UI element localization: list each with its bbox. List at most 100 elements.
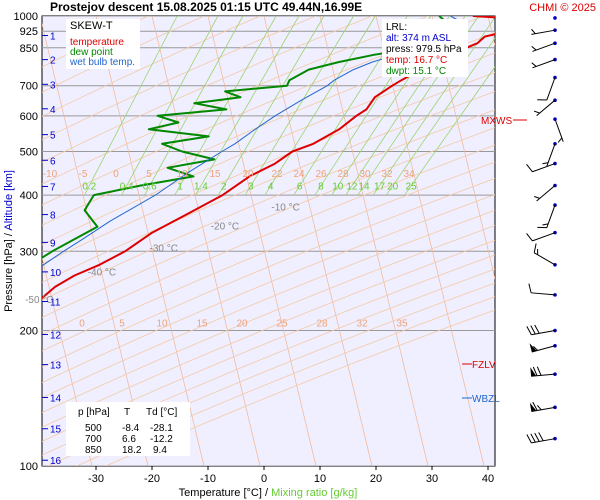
dry-adiabat-label: 20 — [242, 169, 254, 180]
pressure-tick-label: 500 — [20, 146, 38, 158]
wind-barb-feather — [530, 325, 536, 335]
altitude-tick-label: 12 — [50, 330, 62, 341]
mixing-ratio-label: 0.4 — [120, 182, 134, 193]
table-cell: 9.4 — [153, 445, 167, 456]
svg-text:Pressure [hPa] / Altitude [km]: Pressure [hPa] / Altitude [km] — [3, 170, 15, 312]
table-header-p: p [hPa] — [78, 407, 110, 418]
dry-adiabat-label: 32 — [356, 319, 368, 330]
table-cell: 6.6 — [122, 434, 136, 445]
altitude-tick-label: 4 — [50, 105, 56, 116]
legend-name: SKEW-T — [70, 20, 113, 32]
dry-adiabat-line — [42, 16, 429, 185]
wind-barb-pennant — [530, 367, 537, 377]
dry-adiabat-label: 28 — [337, 169, 349, 180]
mixing-ratio-label: 6 — [297, 182, 303, 193]
wind-barb-feather — [542, 223, 549, 226]
wind-barb-feather — [532, 366, 538, 376]
altitude-tick-label: 2 — [50, 56, 56, 67]
dry-adiabat-label: 15 — [196, 319, 208, 330]
dry-adiabat-line — [42, 16, 373, 163]
wind-barb — [542, 141, 557, 167]
dry-adiabat-line — [47, 282, 495, 466]
pressure-tick-label: 700 — [20, 81, 38, 93]
wind-barb — [553, 16, 557, 20]
dry-adiabat-line — [42, 161, 495, 352]
mixing-ratio-label: 8 — [318, 182, 324, 193]
dry-adiabat-label: 35 — [396, 319, 408, 330]
wind-barb-feather — [526, 326, 532, 335]
lrl-altitude: alt: 374 m ASL — [386, 33, 451, 44]
wind-barb — [526, 230, 557, 242]
wind-barb-station — [553, 16, 557, 20]
wind-barb — [531, 57, 557, 69]
altitude-tick-label: 14 — [50, 393, 62, 404]
wind-barb-feather — [533, 243, 537, 253]
altitude-tick-label: 8 — [50, 211, 56, 222]
wind-barb — [533, 243, 557, 267]
isotherm-line — [42, 22, 149, 466]
y-axis-title: Pressure [hPa] / Altitude [km] — [3, 170, 15, 312]
mixing-ratio-label: 20 — [387, 182, 399, 193]
dry-adiabat-label: 15 — [209, 169, 221, 180]
isotherm-line — [42, 256, 93, 466]
wind-barb-feather — [534, 196, 540, 199]
wind-barb-staff — [532, 232, 556, 242]
temperature-tick-label: 40 — [482, 473, 494, 485]
mixing-ratio-label: 0.6 — [143, 182, 157, 193]
mixing-ratio-line — [385, 37, 495, 196]
dry-adiabat-label: 26 — [315, 169, 327, 180]
wind-barb-feather — [538, 432, 544, 442]
wind-barb-feather — [531, 45, 537, 51]
wind-barb — [526, 432, 557, 444]
wind-barb — [537, 203, 557, 229]
dry-adiabat-line — [42, 144, 495, 335]
mixing-ratio-label: 4 — [268, 182, 274, 193]
wind-barb — [553, 117, 564, 143]
temperature-tick-label: 0 — [261, 473, 267, 485]
mixing-ratio-label: 25 — [406, 182, 418, 193]
dry-adiabat-label: 25 — [276, 319, 288, 330]
temperature-tick-label: -30 — [88, 473, 104, 485]
table-cell: -28.1 — [150, 423, 173, 434]
mixing-ratio-line — [144, 16, 244, 196]
dry-adiabat-line — [42, 178, 495, 368]
mixing-ratio-line — [84, 16, 178, 196]
mixing-ratio-line — [174, 16, 277, 196]
isotherm-line — [263, 16, 373, 466]
altitude-tick-label: 5 — [50, 131, 56, 142]
wind-barb-staff — [546, 77, 556, 101]
mixing-ratio-label: 12 — [346, 182, 358, 193]
mixing-ratio-label: 0.2 — [82, 182, 96, 193]
copyright-label: CHMI © 2025 — [529, 2, 596, 14]
wind-barb-feather — [530, 433, 536, 443]
wind-barb — [531, 41, 557, 52]
altitude-tick-label: 9 — [50, 238, 56, 249]
dry-adiabat-label: 0 — [113, 169, 119, 180]
svg-text:Temperature [°C] / Mixing rati: Temperature [°C] / Mixing ratio [g/kg] — [179, 487, 358, 499]
mixing-ratio-label: 17 — [374, 182, 386, 193]
isotherm-line — [319, 16, 429, 466]
wind-barbs — [526, 16, 564, 444]
wbzl-label: WBZL — [472, 394, 500, 405]
lrl-dewpoint: dwpt: 15.1 °C — [386, 66, 446, 77]
mixing-ratio-line — [404, 66, 495, 196]
lrl-title: LRL: — [386, 22, 407, 33]
wind-barb-feather — [537, 405, 542, 411]
dry-adiabat-label: 10 — [176, 169, 188, 180]
wind-barb — [528, 283, 557, 297]
dry-adiabat-line — [42, 225, 495, 414]
table-header-td: Td [°C] — [146, 407, 177, 418]
chart-title: Prostejov descent 15.08.2025 01:15 UTC 4… — [50, 0, 362, 14]
isotherm-line — [431, 16, 495, 280]
mixing-ratio-label: 3 — [248, 182, 254, 193]
dry-adiabat-line — [42, 16, 317, 141]
altitude-tick-label: 11 — [50, 298, 61, 309]
wind-barb — [537, 75, 557, 101]
mixing-ratio-label: 2 — [221, 182, 227, 193]
wind-barb-feather — [531, 62, 537, 67]
wind-barb-feather — [531, 28, 536, 34]
pressure-tick-label: 400 — [20, 190, 38, 202]
dry-adiabat-label: 5 — [119, 319, 125, 330]
altitude-tick-label: 15 — [50, 425, 62, 436]
